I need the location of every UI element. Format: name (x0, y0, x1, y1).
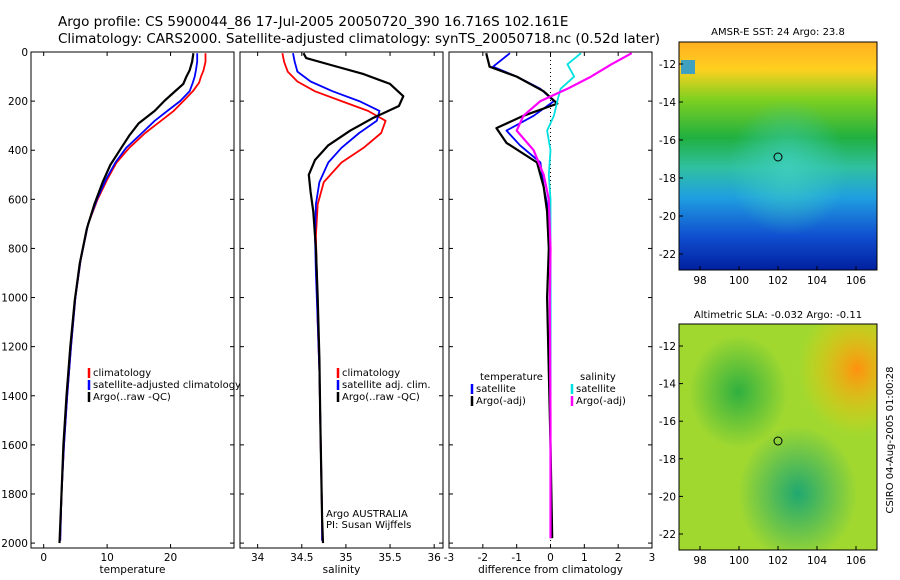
sst-map-cool-spot (681, 60, 695, 74)
title-line-2: Climatology: CARS2000. Satellite-adjuste… (58, 31, 661, 47)
sst-map-ytick-label: -12 (659, 59, 676, 71)
difference-xtick-label: 3 (649, 552, 656, 564)
sst-map-xtick-label: 104 (807, 275, 827, 287)
salinity-legend-label: satellite adj. clim. (342, 380, 431, 391)
sla-map-xtick-label: 106 (846, 555, 866, 567)
sst-map-ytick-label: -16 (659, 135, 676, 147)
difference-xtick-label: -1 (511, 552, 521, 564)
depth-tick-label: 200 (8, 96, 28, 108)
depth-tick-label: 400 (8, 145, 28, 157)
salinity-series-argo-raw-qc- (302, 52, 405, 544)
difference-legend-label: temperature (480, 372, 543, 383)
sst-map-ytick-label: -18 (659, 173, 676, 185)
salinity-annotation: PI: Susan Wijffels (326, 520, 411, 531)
sst-map-argo-marker (773, 152, 783, 162)
depth-tick-label: 1800 (1, 489, 28, 501)
sla-map-xtick-label: 104 (807, 555, 827, 567)
salinity-xtick-label: 35 (339, 552, 352, 564)
salinity-legend-label: Argo(..raw -QC) (342, 392, 420, 403)
temperature-legend-label: Argo(..raw -QC) (93, 392, 171, 403)
temperature-xtick-label: 20 (164, 552, 177, 564)
temperature-panel: 0 200 400 600 800 1000 1200 1400 1600 1800 2000 0 10… (1, 47, 241, 576)
salinity-panel: 34 34.5 35 35.5 36 salinity climatologysatelli… (239, 51, 444, 576)
difference-legend-label: satellite (576, 384, 616, 395)
difference-legend-label: Argo(-adj) (576, 396, 626, 407)
temperature-legend-label: satellite-adjusted climatology (93, 380, 241, 391)
salinity-frame (239, 51, 444, 549)
temperature-legend-label: climatology (93, 368, 151, 379)
salinity-xtick-label: 35.5 (378, 552, 401, 564)
temperature-series-argo-raw-qc- (58, 53, 195, 544)
sst-map-xtick-label: 100 (729, 275, 749, 287)
difference-xtick-label: 0 (547, 552, 554, 564)
sla-map: Altimetric SLA: -0.032 Argo: -0.11 -12 -1… (659, 310, 878, 567)
depth-tick-label: 1600 (1, 440, 28, 452)
sst-map: AMSR-E SST: 24 Argo: 23.8 -12 -14 -16 -18 -2… (659, 27, 878, 287)
sst-map-ytick-label: -22 (659, 249, 676, 261)
sla-map-ytick-label: -16 (659, 416, 676, 428)
depth-tick-label: 2000 (1, 538, 28, 550)
depth-tick-label: 600 (8, 194, 28, 206)
sst-map-xtick-label: 102 (768, 275, 788, 287)
difference-xtick-label: 2 (615, 552, 622, 564)
salinity-xlabel: salinity (323, 564, 361, 576)
difference-legend-label: salinity (580, 372, 616, 383)
difference-legend-label: Argo(-adj) (476, 396, 526, 407)
difference-xlabel: difference from climatology (478, 564, 623, 576)
difference-xtick-label: 1 (581, 552, 588, 564)
sst-map-title: AMSR-E SST: 24 Argo: 23.8 (711, 27, 845, 38)
difference-xtick-label: -2 (478, 552, 488, 564)
sst-map-xtick-label: 98 (693, 275, 706, 287)
sla-map-argo-marker (773, 436, 783, 446)
salinity-legend-label: climatology (342, 368, 400, 379)
sla-map-xtick-label: 100 (729, 555, 749, 567)
difference-legend-label: satellite (476, 384, 516, 395)
temperature-xlabel: temperature (100, 564, 166, 576)
salinity-xtick-label: 34 (251, 552, 265, 564)
salinity-annotation: Argo AUSTRALIA (326, 509, 408, 520)
sst-map-cyan-patch (679, 42, 877, 270)
sst-map-xtick-label: 106 (846, 275, 866, 287)
sla-map-title: Altimetric SLA: -0.032 Argo: -0.11 (694, 310, 862, 321)
difference-series-temperature-argo-adj- (485, 52, 559, 539)
sla-map-ytick-label: -12 (659, 341, 676, 353)
depth-tick-label: 1000 (1, 293, 28, 305)
temperature-frame (30, 51, 235, 549)
depth-tick-label: 1200 (1, 342, 28, 354)
sla-map-ytick-label: -20 (659, 491, 676, 503)
difference-panel: -3 -2 -1 0 1 2 3 difference from climatology tem… (444, 51, 656, 576)
sst-map-ytick-label: -14 (659, 97, 676, 109)
depth-tick-label: 1400 (1, 391, 28, 403)
depth-tick-label: 0 (21, 47, 28, 59)
salinity-xtick-label: 36 (427, 552, 441, 564)
sla-map-xtick-label: 102 (768, 555, 788, 567)
temperature-xtick-label: 10 (100, 552, 113, 564)
sla-map-ytick-label: -14 (659, 379, 676, 391)
sst-map-ytick-label: -20 (659, 211, 676, 223)
depth-tick-label: 800 (8, 243, 28, 255)
side-label: CSIRO 04-Aug-2005 01:00:28 (885, 366, 896, 513)
difference-xtick-label: -3 (444, 552, 454, 564)
salinity-xtick-label: 34.5 (290, 552, 313, 564)
sla-map-xtick-label: 98 (693, 555, 706, 567)
temperature-xtick-label: 0 (40, 552, 47, 564)
sla-map-ytick-label: -18 (659, 454, 676, 466)
title-line-1: Argo profile: CS 5900044_86 17-Jul-2005 … (58, 14, 569, 30)
sla-map-ytick-label: -22 (659, 529, 676, 541)
difference-series-salinity-argo-adj- (515, 52, 633, 539)
